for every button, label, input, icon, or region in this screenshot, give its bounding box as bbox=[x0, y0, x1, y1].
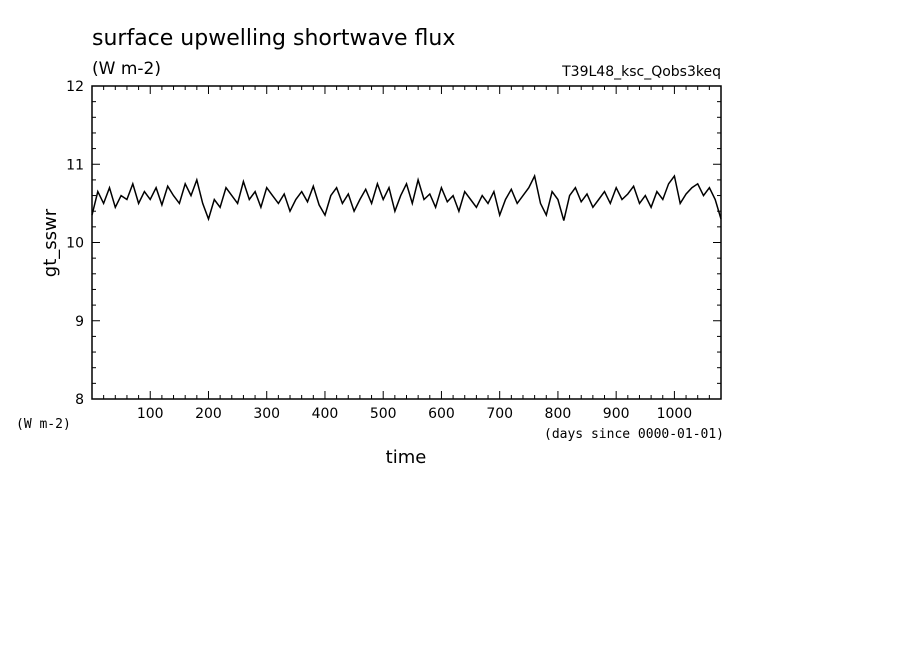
y-tick-label: 10 bbox=[66, 236, 84, 252]
x-tick-label: 900 bbox=[603, 406, 630, 422]
y-tick-label: 9 bbox=[75, 314, 84, 330]
x-tick-labels: 100 200 300 400 500 600 700 800 900 1000 bbox=[137, 406, 692, 422]
y-tick-labels: 8 9 10 11 12 bbox=[66, 79, 84, 408]
x-tick-label: 500 bbox=[370, 406, 397, 422]
y-tick-label: 11 bbox=[66, 157, 84, 173]
run-label: T39L48_ksc_Qobs3keq bbox=[561, 64, 721, 80]
title-units: (W m-2) bbox=[92, 59, 161, 79]
x-tick-label: 100 bbox=[137, 406, 164, 422]
x-tick-label: 200 bbox=[195, 406, 222, 422]
x-tick-label: 800 bbox=[545, 406, 572, 422]
y-unit-label: (W m-2) bbox=[16, 417, 71, 432]
x-unit-label: (days since 0000-01-01) bbox=[544, 427, 724, 442]
x-axis-label: time bbox=[386, 447, 427, 468]
x-tick-label: 400 bbox=[312, 406, 339, 422]
x-tick-label: 300 bbox=[253, 406, 280, 422]
series-line bbox=[91, 173, 722, 222]
x-tick-label: 700 bbox=[486, 406, 513, 422]
chart-title: surface upwelling shortwave flux bbox=[92, 26, 455, 51]
plot-frame bbox=[91, 85, 722, 400]
y-tick-label: 12 bbox=[66, 79, 84, 95]
x-tick-label: 600 bbox=[428, 406, 455, 422]
x-tick-label: 1000 bbox=[657, 406, 693, 422]
y-tick-label: 8 bbox=[75, 392, 84, 408]
y-axis-label: gt_sswr bbox=[40, 208, 61, 277]
axis-ticks bbox=[92, 85, 721, 400]
